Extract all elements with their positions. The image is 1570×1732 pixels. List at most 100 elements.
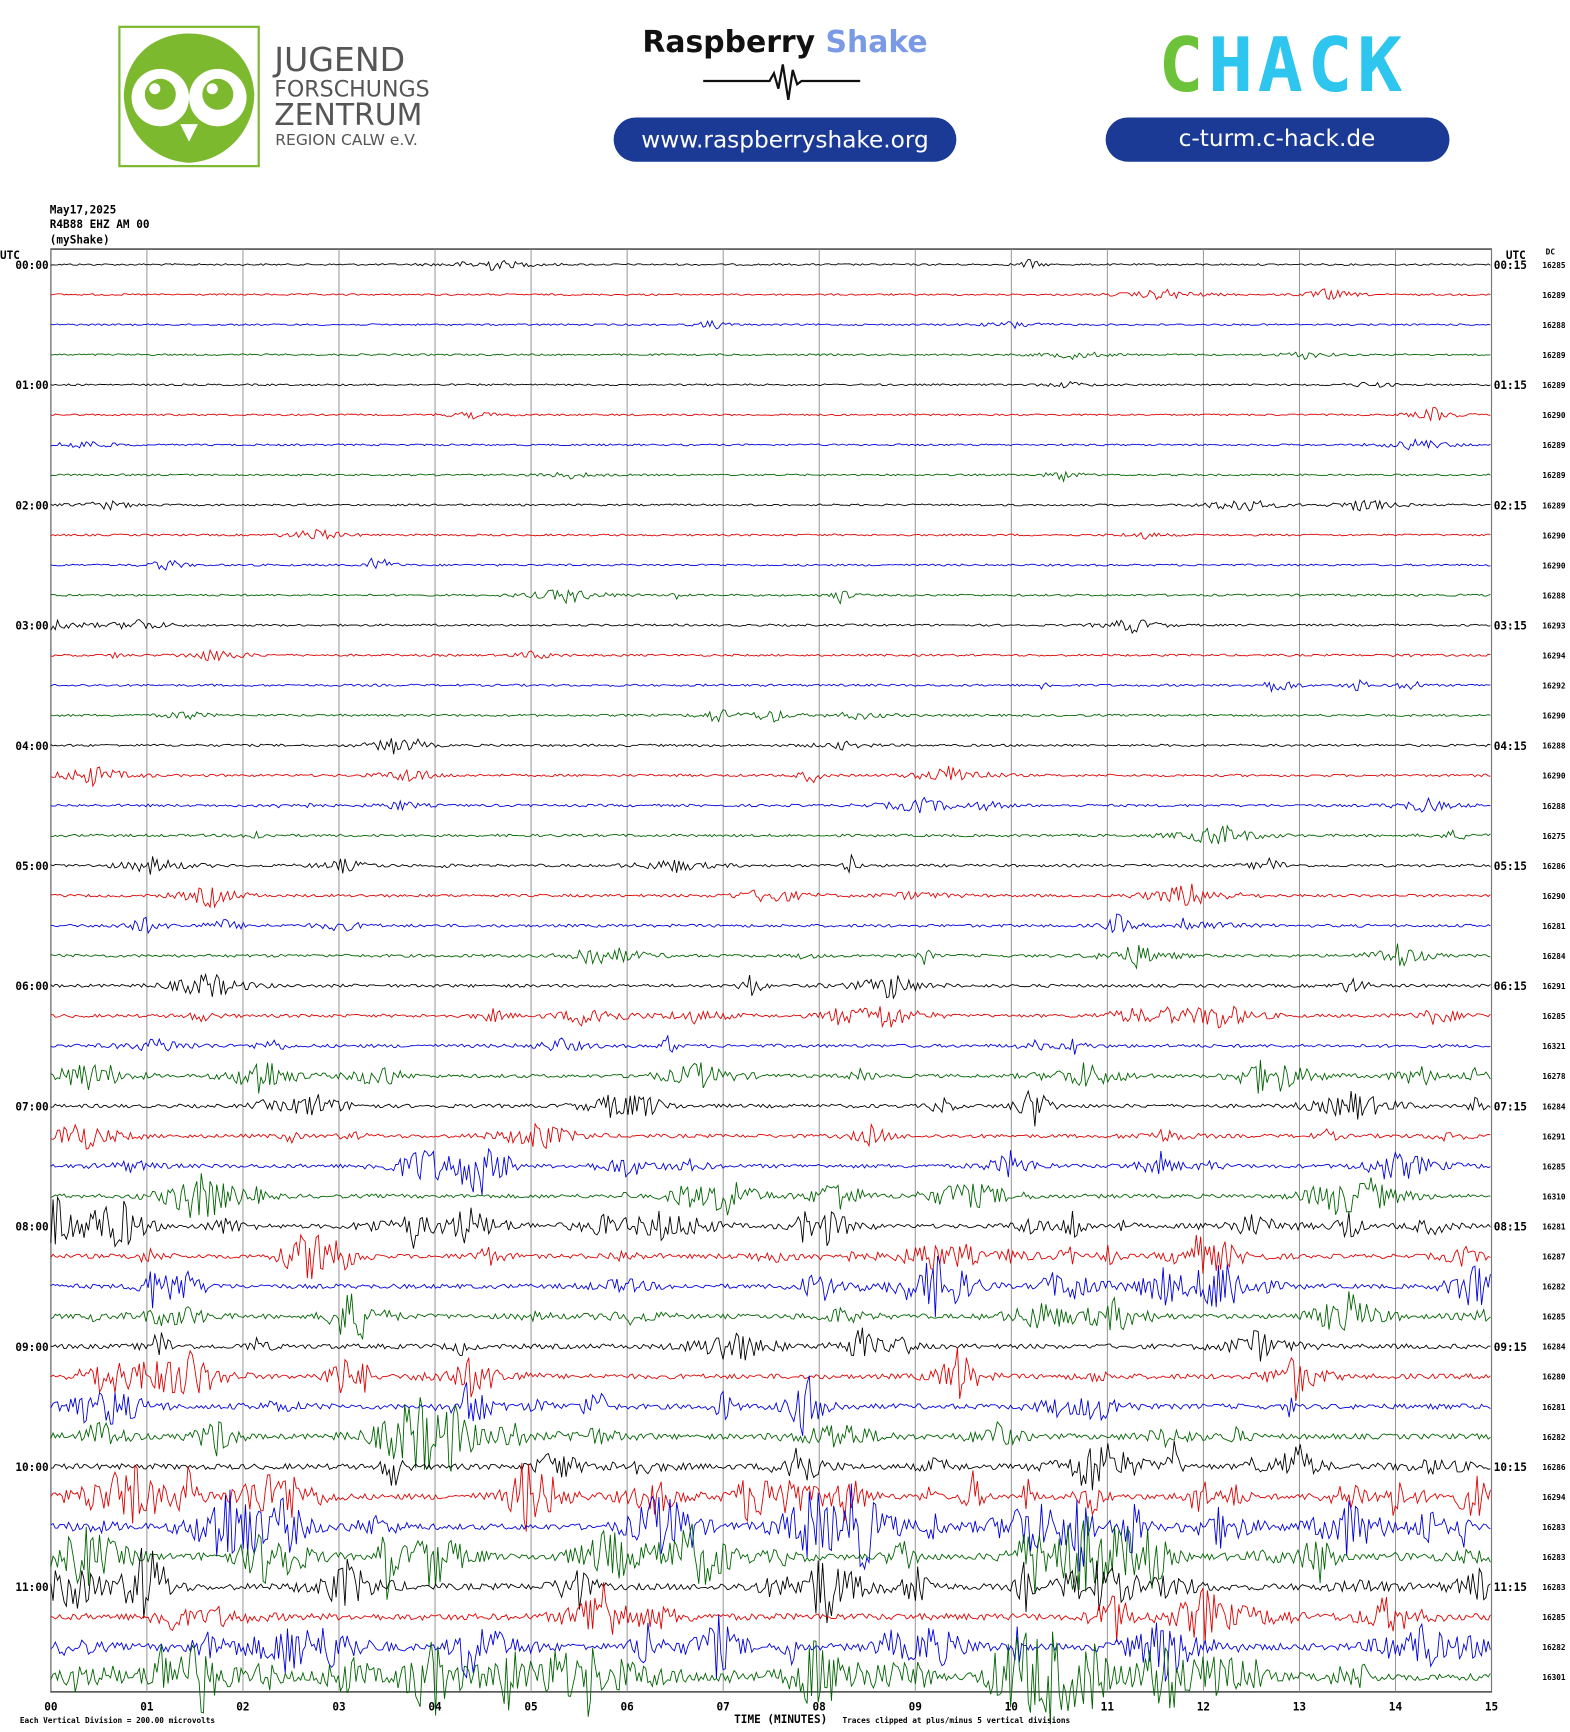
- seismic-trace: [50, 1397, 1491, 1472]
- seismic-trace: [50, 407, 1491, 422]
- time-label: 08:00: [15, 1221, 48, 1234]
- dc-label: 16284: [1542, 1102, 1566, 1111]
- x-tick-label: 06: [620, 1701, 634, 1714]
- dc-label: 16284: [1542, 1343, 1566, 1352]
- time-label: 09:00: [15, 1341, 48, 1354]
- link-text[interactable]: c-turm.c-hack.de: [1179, 125, 1376, 152]
- chack-logo: CHACK: [1158, 21, 1406, 109]
- x-tick-label: 02: [236, 1701, 249, 1714]
- time-label: 03:00: [15, 620, 48, 633]
- dc-label: 16289: [1542, 471, 1566, 480]
- dc-label: 16286: [1542, 1463, 1566, 1472]
- logo-text: FORSCHUNGS: [274, 76, 429, 102]
- logo-word: Shake: [825, 25, 927, 60]
- axis-title: UTC: [1506, 249, 1526, 262]
- seismic-trace: [50, 1147, 1491, 1196]
- dc-label: 16281: [1542, 1222, 1566, 1231]
- owl-logo: [118, 25, 260, 168]
- time-label: 10:00: [15, 1461, 48, 1474]
- time-label: 10:15: [1494, 1461, 1527, 1474]
- logo-word: C: [1158, 21, 1208, 109]
- seismic-trace: [50, 738, 1491, 755]
- time-label: 11:00: [15, 1581, 48, 1594]
- x-tick-label: 09: [909, 1701, 922, 1714]
- time-label: 08:15: [1494, 1221, 1527, 1234]
- dc-label: 16294: [1542, 652, 1566, 661]
- x-tick-label: 07: [717, 1701, 730, 1714]
- x-tick-label: 08: [813, 1701, 826, 1714]
- dc-label: 16285: [1542, 1162, 1566, 1171]
- dc-label: 16282: [1542, 1283, 1565, 1292]
- time-label: 09:15: [1494, 1341, 1527, 1354]
- seismic-trace: [50, 1483, 1491, 1572]
- dc-label: 16280: [1542, 1373, 1566, 1382]
- x-tick-label: 15: [1485, 1701, 1498, 1714]
- dc-label: 16289: [1542, 441, 1566, 450]
- dc-label: 16282: [1542, 1643, 1565, 1652]
- seismic-trace: [50, 499, 1491, 512]
- time-label: 00:00: [15, 259, 48, 272]
- seismic-trace: [50, 470, 1491, 483]
- time-label: 01:00: [15, 379, 48, 392]
- seismic-trace: [50, 1233, 1491, 1280]
- dc-label: 16289: [1542, 291, 1566, 300]
- labels: 00 01 02 03 04 05 06 07 08 09 10 11 12 13 14 15 16285 00:…: [15, 259, 1566, 1714]
- seismic-trace: [50, 679, 1491, 693]
- axis-title: DC: [1546, 248, 1556, 257]
- x-tick-label: 11: [1101, 1701, 1115, 1714]
- dc-label: 16282: [1542, 1433, 1565, 1442]
- seismic-trace: [50, 351, 1491, 361]
- dc-label: 16310: [1542, 1192, 1566, 1201]
- dc-label: 16289: [1542, 501, 1566, 510]
- link-text[interactable]: www.raspberryshake.org: [641, 126, 928, 153]
- seismic-trace: [50, 1516, 1491, 1600]
- seismic-trace: [50, 1255, 1491, 1318]
- time-label: 05:15: [1494, 860, 1527, 873]
- dc-label: 16288: [1542, 802, 1566, 811]
- seismic-trace: [50, 588, 1491, 605]
- dc-label: 16283: [1542, 1583, 1566, 1592]
- seismic-trace: [50, 319, 1491, 330]
- dc-label: 16288: [1542, 742, 1566, 751]
- logo-word: Raspberry: [642, 25, 815, 60]
- dc-label: 16289: [1542, 351, 1566, 360]
- link-button[interactable]: [1105, 117, 1450, 162]
- date: May17,2025: [50, 204, 117, 217]
- time-label: 01:15: [1494, 379, 1527, 392]
- seismic-trace: [50, 972, 1491, 1000]
- seismic-trace: [50, 648, 1491, 662]
- seismic-trace: [50, 380, 1491, 389]
- grid: [50, 249, 1492, 1692]
- dc-label: 16290: [1542, 712, 1566, 721]
- logo-text: Raspberry Shake: [642, 25, 927, 60]
- scale-note: Each Vertical Division = 200.00 microvol…: [20, 1716, 216, 1725]
- dc-label: 16281: [1542, 1403, 1566, 1412]
- logo-text: REGION CALW e.V.: [275, 131, 417, 149]
- axis-title: UTC: [0, 249, 20, 262]
- source: (myShake): [50, 234, 110, 247]
- dc-label: 16321: [1542, 1042, 1566, 1051]
- x-tick-label: 03: [332, 1701, 345, 1714]
- seismic-trace: [50, 709, 1491, 723]
- dc-label: 16278: [1542, 1072, 1566, 1081]
- seismic-trace: [50, 1034, 1491, 1055]
- seismic-trace: [50, 1440, 1491, 1491]
- dc-label: 16285: [1542, 261, 1566, 270]
- time-label: 00:15: [1494, 259, 1527, 272]
- seismic-trace: [50, 1089, 1491, 1127]
- dc-label: 16285: [1542, 1613, 1566, 1622]
- clip-note: Traces clipped at plus/minus 5 vertical …: [842, 1716, 1070, 1725]
- dc-label: 16289: [1542, 381, 1566, 390]
- x-tick-label: 01: [140, 1701, 154, 1714]
- seismic-trace: [50, 258, 1491, 271]
- time-label: 05:00: [15, 860, 48, 873]
- link-button[interactable]: [613, 117, 957, 162]
- dc-label: 16284: [1542, 952, 1566, 961]
- x-tick-label: 00: [44, 1701, 57, 1714]
- logo-word: HACK: [1208, 21, 1407, 109]
- seismic-trace: [50, 528, 1491, 540]
- dc-label: 16292: [1542, 682, 1565, 691]
- logo-text: ZENTRUM: [274, 98, 422, 133]
- time-label: 06:15: [1494, 980, 1527, 993]
